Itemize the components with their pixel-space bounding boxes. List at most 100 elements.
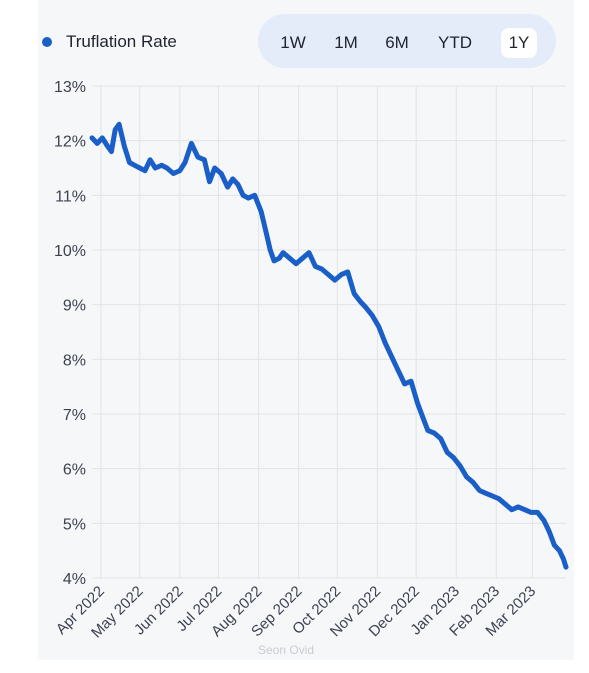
data-point [132,163,137,168]
data-point [451,455,456,460]
data-point [552,543,557,548]
data-point [420,414,425,419]
y-tick-label: 5% [63,516,86,533]
data-point [95,141,100,146]
data-point [415,400,420,406]
y-tick-label: 4% [63,571,86,588]
data-point [189,141,194,146]
range-button-1y[interactable]: 1Y [501,28,537,58]
y-tick-label: 13% [54,79,86,96]
data-point [477,488,482,493]
range-button-ytd[interactable]: YTD [438,33,472,52]
data-point [89,135,95,141]
y-axis-ticks: 4% 5% 6% 7% 8% 9% 10% 11% 12% 13% [54,79,86,588]
legend-dot-icon [42,37,52,47]
data-point [535,510,540,515]
data-point [230,176,235,182]
data-point [246,195,251,201]
range-button-1w[interactable]: 1W [280,33,306,52]
data-point [113,127,118,132]
y-tick-label: 12% [54,134,86,151]
series-line-truflation-rate [89,121,569,570]
data-point [277,256,282,261]
data-point [182,160,188,165]
data-point [122,143,127,149]
data-point [509,507,514,512]
data-point [547,529,552,534]
data-point [127,160,132,165]
data-point [402,381,407,387]
data-point [202,157,207,162]
data-point [293,261,299,266]
data-point [345,269,350,275]
data-point [445,450,450,455]
data-point [496,496,501,501]
data-point [332,277,337,283]
data-point [363,305,368,310]
data-point [219,171,224,176]
y-gridlines [92,85,566,579]
y-tick-label: 6% [63,462,86,479]
data-point [100,135,105,141]
data-point [490,493,495,499]
data-point [268,247,273,253]
data-point [212,165,217,171]
data-point [252,193,257,198]
data-point [516,504,521,510]
data-point [207,179,212,184]
chart-legend[interactable]: Truflation Rate [42,28,177,56]
data-point [300,256,305,261]
y-tick-label: 11% [55,188,86,205]
data-point [376,324,381,329]
watermark-text: Seon Ovid [258,643,314,657]
y-tick-label: 8% [63,352,86,369]
data-point [464,474,469,480]
data-point [408,379,414,384]
data-point [528,510,534,515]
data-point [116,122,122,127]
data-point [370,313,375,318]
data-point [395,368,401,373]
legend-label: Truflation Rate [66,32,177,51]
data-point [339,272,344,277]
data-point [438,436,443,441]
data-point [264,231,269,236]
data-point [522,507,527,512]
range-button-6m[interactable]: 6M [385,33,409,52]
data-point [383,340,388,346]
data-point [240,193,246,198]
data-point [557,548,562,553]
range-button-1m[interactable]: 1M [334,33,358,52]
data-point [137,165,142,171]
data-point [109,149,114,154]
data-point [563,564,569,570]
data-point [142,168,148,173]
data-point [483,491,489,496]
y-tick-label: 7% [63,407,86,424]
data-point [280,250,286,255]
data-point [352,291,357,296]
data-point [271,258,277,264]
chart-card [38,0,574,660]
data-point [319,266,325,272]
data-point [105,143,110,149]
data-point [164,165,170,171]
data-point [259,209,264,214]
data-point [358,299,363,305]
data-point [287,256,292,261]
data-point [147,157,153,162]
data-point [177,168,182,173]
data-point [171,171,176,176]
data-point [313,264,318,269]
y-tick-label: 10% [54,243,86,260]
series-layer [89,121,569,570]
data-point [503,502,508,507]
data-point [389,354,394,359]
data-point [195,154,201,160]
x-gridlines [100,86,533,578]
data-point [235,182,241,187]
data-point [541,518,547,523]
data-point [153,165,158,171]
